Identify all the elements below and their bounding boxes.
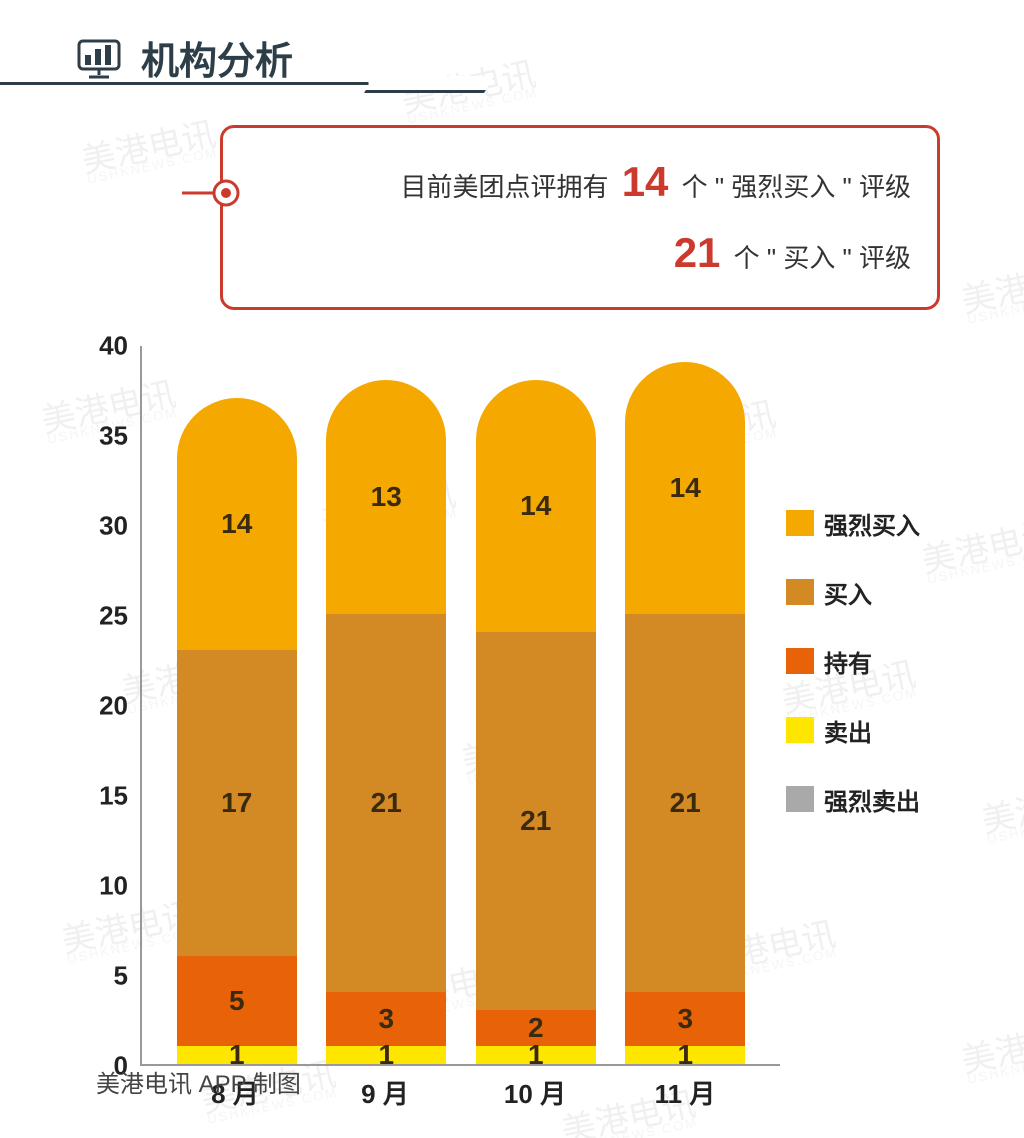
footer-credit: 美港电讯 APP 制图 [96, 1064, 301, 1099]
callout-text: 个 " 强烈买入 " 评级 [682, 172, 911, 202]
bar-column: 132114 [625, 362, 745, 1064]
callout-number: 21 [668, 229, 727, 276]
bar-segment-buy: 21 [476, 632, 596, 1010]
chart-icon [75, 37, 123, 79]
bar-segment-buy: 21 [625, 614, 745, 992]
y-tick-label: 30 [82, 510, 128, 541]
bar-segment-strong_buy: 13 [326, 380, 446, 614]
y-tick-label: 10 [82, 870, 128, 901]
callout-box: 目前美团点评拥有 14 个 " 强烈买入 " 评级 21 个 " 买入 " 评级 [220, 125, 940, 310]
legend-swatch [786, 786, 814, 812]
bar-column: 132113 [326, 380, 446, 1064]
x-tick-label: 10 月 [475, 1074, 595, 1111]
x-tick-label: 9 月 [325, 1074, 445, 1111]
bar-segment-strong_buy: 14 [476, 380, 596, 632]
legend-swatch [786, 579, 814, 605]
bar-segment-sell: 1 [625, 1046, 745, 1064]
bar-segment-sell: 1 [476, 1046, 596, 1064]
callout-number: 14 [616, 158, 675, 205]
bar-segment-sell: 1 [177, 1046, 297, 1064]
legend-item: 持有 [786, 644, 946, 679]
legend-label: 买入 [824, 575, 872, 610]
y-tick-label: 35 [82, 420, 128, 451]
legend-item: 买入 [786, 575, 946, 610]
callout: 目前美团点评拥有 14 个 " 强烈买入 " 评级 21 个 " 买入 " 评级 [220, 125, 940, 310]
legend-label: 卖出 [824, 713, 872, 748]
legend-item: 强烈卖出 [786, 782, 946, 817]
bar-segment-buy: 21 [326, 614, 446, 992]
section-title: 机构分析 [141, 30, 293, 85]
legend-swatch [786, 510, 814, 536]
y-tick-label: 25 [82, 600, 128, 631]
callout-text: 个 " 买入 " 评级 [734, 243, 911, 273]
bar-segment-hold: 5 [177, 956, 297, 1046]
callout-pin-icon [182, 173, 242, 213]
y-tick-label: 40 [82, 330, 128, 361]
section-header: 机构分析 [0, 0, 1024, 85]
legend-label: 强烈买入 [824, 506, 920, 541]
bar-column: 122114 [476, 380, 596, 1064]
y-axis: 0510152025303540 [84, 346, 128, 1066]
legend-swatch [786, 648, 814, 674]
y-tick-label: 15 [82, 780, 128, 811]
bar-column: 151714 [177, 398, 297, 1064]
bar-segment-hold: 3 [625, 992, 745, 1046]
legend-item: 强烈买入 [786, 506, 946, 541]
y-tick-label: 5 [82, 960, 128, 991]
bars-container: 151714132113122114132114 [142, 346, 780, 1064]
bar-segment-buy: 17 [177, 650, 297, 956]
bar-segment-sell: 1 [326, 1046, 446, 1064]
x-tick-label: 11 月 [625, 1074, 745, 1111]
bar-segment-strong_buy: 14 [177, 398, 297, 650]
legend-item: 卖出 [786, 713, 946, 748]
header-divider [0, 82, 1024, 85]
legend-swatch [786, 717, 814, 743]
legend: 强烈买入买入持有卖出强烈卖出 [786, 506, 946, 851]
y-tick-label: 20 [82, 690, 128, 721]
legend-label: 强烈卖出 [824, 782, 920, 817]
legend-label: 持有 [824, 644, 872, 679]
chart-plot: 151714132113122114132114 [140, 346, 780, 1066]
callout-text: 目前美团点评拥有 [400, 172, 608, 202]
bar-segment-strong_buy: 14 [625, 362, 745, 614]
bar-segment-hold: 3 [326, 992, 446, 1046]
